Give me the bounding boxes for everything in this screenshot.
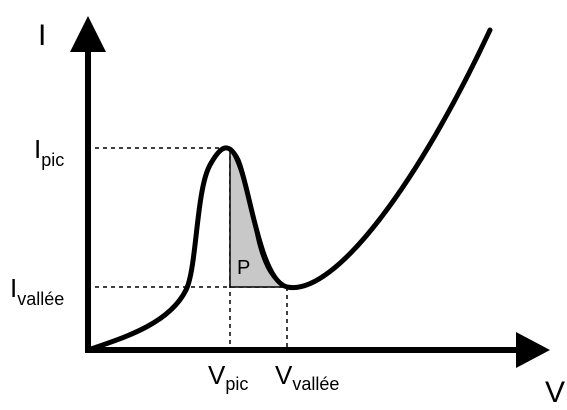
i-valley-label: Ivallée xyxy=(10,273,64,309)
x-axis-label: V xyxy=(545,376,565,409)
i-peak-label: Ipic xyxy=(34,134,64,170)
x-arrow xyxy=(516,332,550,368)
region-label: P xyxy=(237,257,250,279)
iv-curve xyxy=(85,27,493,353)
v-peak-label: Vpic xyxy=(208,360,248,394)
y-axis-label: I xyxy=(38,19,46,52)
y-arrow xyxy=(70,16,106,52)
v-valley-label: Vvallée xyxy=(275,360,339,394)
